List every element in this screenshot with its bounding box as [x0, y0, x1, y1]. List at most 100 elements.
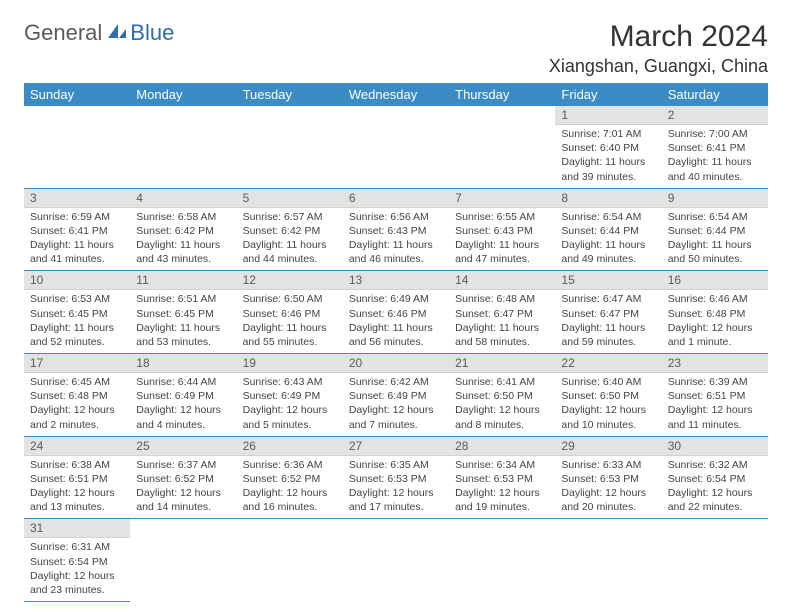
calendar-day-cell: 14Sunrise: 6:48 AMSunset: 6:47 PMDayligh…: [449, 271, 555, 354]
calendar-day-cell: 26Sunrise: 6:36 AMSunset: 6:52 PMDayligh…: [237, 436, 343, 519]
page-header: General Blue March 2024 Xiangshan, Guang…: [24, 20, 768, 77]
day-number: 13: [343, 271, 449, 290]
calendar-day-cell: ..: [343, 519, 449, 602]
calendar-week-row: 3Sunrise: 6:59 AMSunset: 6:41 PMDaylight…: [24, 188, 768, 271]
day-number: 19: [237, 354, 343, 373]
day-number: 10: [24, 271, 130, 290]
day-number: 1: [555, 106, 661, 125]
calendar-day-cell: ..: [449, 519, 555, 602]
weekday-header: Thursday: [449, 83, 555, 106]
day-number: 17: [24, 354, 130, 373]
calendar-day-cell: 12Sunrise: 6:50 AMSunset: 6:46 PMDayligh…: [237, 271, 343, 354]
day-number: 11: [130, 271, 236, 290]
calendar-day-cell: 20Sunrise: 6:42 AMSunset: 6:49 PMDayligh…: [343, 354, 449, 437]
day-number: 21: [449, 354, 555, 373]
day-details: Sunrise: 6:48 AMSunset: 6:47 PMDaylight:…: [449, 290, 555, 353]
day-details: Sunrise: 6:34 AMSunset: 6:53 PMDaylight:…: [449, 456, 555, 519]
calendar-day-cell: 15Sunrise: 6:47 AMSunset: 6:47 PMDayligh…: [555, 271, 661, 354]
calendar-day-cell: 8Sunrise: 6:54 AMSunset: 6:44 PMDaylight…: [555, 188, 661, 271]
day-details: Sunrise: 6:59 AMSunset: 6:41 PMDaylight:…: [24, 208, 130, 271]
day-number: 8: [555, 189, 661, 208]
calendar-day-cell: ..: [24, 106, 130, 188]
day-details: Sunrise: 7:00 AMSunset: 6:41 PMDaylight:…: [662, 125, 768, 188]
calendar-day-cell: 11Sunrise: 6:51 AMSunset: 6:45 PMDayligh…: [130, 271, 236, 354]
weekday-header-row: SundayMondayTuesdayWednesdayThursdayFrid…: [24, 83, 768, 106]
calendar-day-cell: 16Sunrise: 6:46 AMSunset: 6:48 PMDayligh…: [662, 271, 768, 354]
day-number: 6: [343, 189, 449, 208]
day-number: 18: [130, 354, 236, 373]
calendar-day-cell: 13Sunrise: 6:49 AMSunset: 6:46 PMDayligh…: [343, 271, 449, 354]
day-details: Sunrise: 6:39 AMSunset: 6:51 PMDaylight:…: [662, 373, 768, 436]
weekday-header: Saturday: [662, 83, 768, 106]
day-number: 27: [343, 437, 449, 456]
day-number: 16: [662, 271, 768, 290]
calendar-day-cell: 1Sunrise: 7:01 AMSunset: 6:40 PMDaylight…: [555, 106, 661, 188]
day-number: 4: [130, 189, 236, 208]
calendar-week-row: 17Sunrise: 6:45 AMSunset: 6:48 PMDayligh…: [24, 354, 768, 437]
calendar-day-cell: 28Sunrise: 6:34 AMSunset: 6:53 PMDayligh…: [449, 436, 555, 519]
day-details: Sunrise: 6:56 AMSunset: 6:43 PMDaylight:…: [343, 208, 449, 271]
day-details: Sunrise: 6:49 AMSunset: 6:46 PMDaylight:…: [343, 290, 449, 353]
calendar-day-cell: 22Sunrise: 6:40 AMSunset: 6:50 PMDayligh…: [555, 354, 661, 437]
calendar-week-row: 31Sunrise: 6:31 AMSunset: 6:54 PMDayligh…: [24, 519, 768, 602]
calendar-day-cell: ..: [130, 106, 236, 188]
calendar-day-cell: ..: [449, 106, 555, 188]
day-number: 22: [555, 354, 661, 373]
logo-text-a: General: [24, 20, 102, 46]
calendar-week-row: ..........1Sunrise: 7:01 AMSunset: 6:40 …: [24, 106, 768, 188]
calendar-day-cell: 2Sunrise: 7:00 AMSunset: 6:41 PMDaylight…: [662, 106, 768, 188]
calendar-day-cell: ..: [237, 519, 343, 602]
day-details: Sunrise: 6:37 AMSunset: 6:52 PMDaylight:…: [130, 456, 236, 519]
calendar-day-cell: 9Sunrise: 6:54 AMSunset: 6:44 PMDaylight…: [662, 188, 768, 271]
logo-text-b: Blue: [130, 20, 174, 46]
day-number: 23: [662, 354, 768, 373]
day-number: 9: [662, 189, 768, 208]
day-number: 3: [24, 189, 130, 208]
calendar-day-cell: 3Sunrise: 6:59 AMSunset: 6:41 PMDaylight…: [24, 188, 130, 271]
day-details: Sunrise: 6:43 AMSunset: 6:49 PMDaylight:…: [237, 373, 343, 436]
day-details: Sunrise: 6:44 AMSunset: 6:49 PMDaylight:…: [130, 373, 236, 436]
calendar-day-cell: 21Sunrise: 6:41 AMSunset: 6:50 PMDayligh…: [449, 354, 555, 437]
day-details: Sunrise: 6:51 AMSunset: 6:45 PMDaylight:…: [130, 290, 236, 353]
day-details: Sunrise: 6:50 AMSunset: 6:46 PMDaylight:…: [237, 290, 343, 353]
day-number: 25: [130, 437, 236, 456]
calendar-day-cell: 7Sunrise: 6:55 AMSunset: 6:43 PMDaylight…: [449, 188, 555, 271]
calendar-week-row: 24Sunrise: 6:38 AMSunset: 6:51 PMDayligh…: [24, 436, 768, 519]
page-title: March 2024: [549, 20, 768, 54]
calendar-day-cell: 23Sunrise: 6:39 AMSunset: 6:51 PMDayligh…: [662, 354, 768, 437]
day-details: Sunrise: 6:33 AMSunset: 6:53 PMDaylight:…: [555, 456, 661, 519]
calendar-day-cell: 27Sunrise: 6:35 AMSunset: 6:53 PMDayligh…: [343, 436, 449, 519]
day-details: Sunrise: 6:31 AMSunset: 6:54 PMDaylight:…: [24, 538, 130, 601]
day-number: 29: [555, 437, 661, 456]
calendar-day-cell: 6Sunrise: 6:56 AMSunset: 6:43 PMDaylight…: [343, 188, 449, 271]
day-number: 28: [449, 437, 555, 456]
day-details: Sunrise: 6:38 AMSunset: 6:51 PMDaylight:…: [24, 456, 130, 519]
calendar-day-cell: 24Sunrise: 6:38 AMSunset: 6:51 PMDayligh…: [24, 436, 130, 519]
calendar-day-cell: 25Sunrise: 6:37 AMSunset: 6:52 PMDayligh…: [130, 436, 236, 519]
day-details: Sunrise: 6:54 AMSunset: 6:44 PMDaylight:…: [662, 208, 768, 271]
calendar-day-cell: 30Sunrise: 6:32 AMSunset: 6:54 PMDayligh…: [662, 436, 768, 519]
calendar-day-cell: 10Sunrise: 6:53 AMSunset: 6:45 PMDayligh…: [24, 271, 130, 354]
weekday-header: Monday: [130, 83, 236, 106]
sail-icon: [106, 22, 128, 45]
day-details: Sunrise: 6:32 AMSunset: 6:54 PMDaylight:…: [662, 456, 768, 519]
day-details: Sunrise: 6:57 AMSunset: 6:42 PMDaylight:…: [237, 208, 343, 271]
day-number: 14: [449, 271, 555, 290]
weekday-header: Sunday: [24, 83, 130, 106]
day-number: 24: [24, 437, 130, 456]
day-details: Sunrise: 6:46 AMSunset: 6:48 PMDaylight:…: [662, 290, 768, 353]
brand-logo: General Blue: [24, 20, 174, 46]
day-details: Sunrise: 6:47 AMSunset: 6:47 PMDaylight:…: [555, 290, 661, 353]
day-details: Sunrise: 6:54 AMSunset: 6:44 PMDaylight:…: [555, 208, 661, 271]
calendar-body: ..........1Sunrise: 7:01 AMSunset: 6:40 …: [24, 106, 768, 602]
day-details: Sunrise: 6:36 AMSunset: 6:52 PMDaylight:…: [237, 456, 343, 519]
day-details: Sunrise: 6:40 AMSunset: 6:50 PMDaylight:…: [555, 373, 661, 436]
calendar-day-cell: ..: [237, 106, 343, 188]
calendar-day-cell: 4Sunrise: 6:58 AMSunset: 6:42 PMDaylight…: [130, 188, 236, 271]
day-number: 12: [237, 271, 343, 290]
calendar-day-cell: ..: [130, 519, 236, 602]
day-number: 20: [343, 354, 449, 373]
weekday-header: Wednesday: [343, 83, 449, 106]
day-details: Sunrise: 6:45 AMSunset: 6:48 PMDaylight:…: [24, 373, 130, 436]
calendar-day-cell: 17Sunrise: 6:45 AMSunset: 6:48 PMDayligh…: [24, 354, 130, 437]
